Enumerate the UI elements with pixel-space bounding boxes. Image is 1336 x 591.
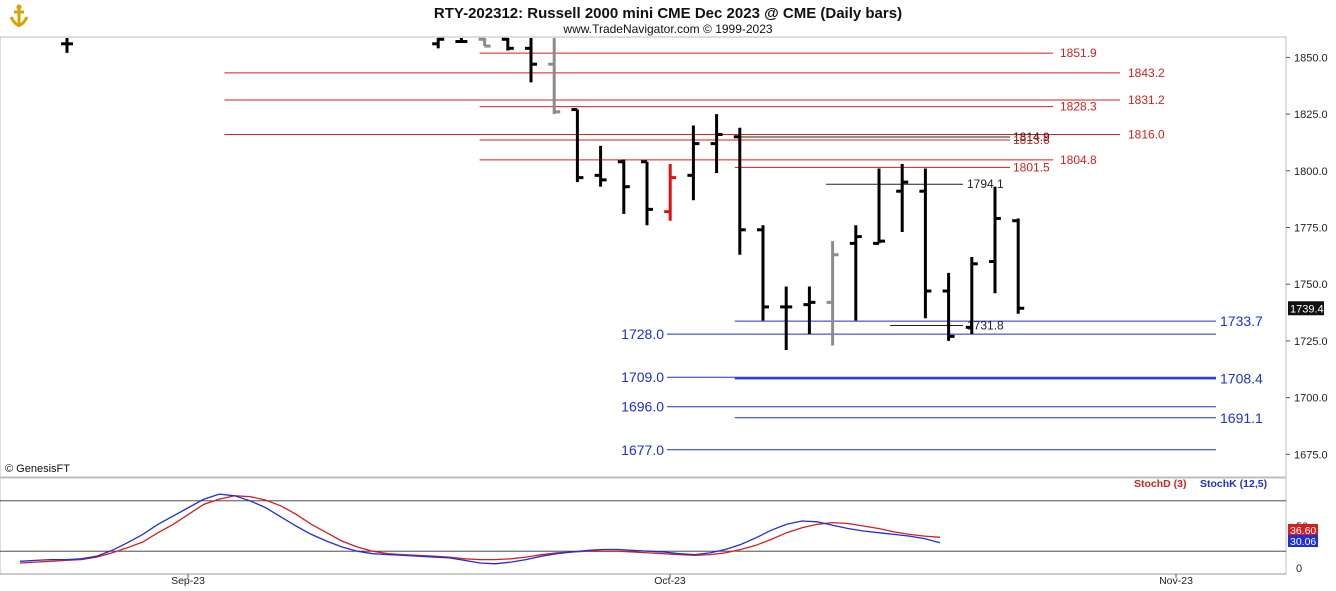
price-axis: 1675.0 1700.0 1725.0 1750.0 1775.0 1800.0 1825… — [1286, 52, 1328, 461]
price-bars — [61, 37, 1025, 350]
copyright-label: © GenesisFT — [5, 463, 70, 475]
price-tick-label: 1775.0 — [1294, 223, 1328, 235]
chart-title: RTY-202312: Russell 2000 mini CME Dec 20… — [434, 5, 902, 22]
level-label: 1677.0 — [621, 442, 664, 458]
level-label: 1728.0 — [621, 326, 664, 342]
stoch-last-badge — [1288, 535, 1318, 547]
level-label: 1801.5 — [1013, 160, 1050, 174]
stoch-last-label: 36.60 — [1290, 525, 1316, 537]
level-label: 1813.6 — [1013, 133, 1050, 147]
stoch-k-line — [19, 493, 941, 565]
stoch-legend-item: StochK (12,5) — [1200, 478, 1267, 490]
level-label: 1691.1 — [1220, 410, 1263, 426]
level-label: 1731.8 — [967, 318, 1004, 332]
stoch-tick-label: 0 — [1296, 563, 1302, 575]
price-tick-label: 1800.0 — [1294, 166, 1328, 178]
stoch-d-line — [19, 495, 941, 564]
stochastic-legend: StochD (3) StochK (12,5) — [1134, 478, 1267, 490]
time-axis: Sep-23 Oct-23 Nov-23 — [0, 573, 1286, 587]
level-label: 1828.3 — [1060, 100, 1097, 114]
price-tick-label: 1700.0 — [1294, 393, 1328, 405]
level-label: 1843.2 — [1128, 66, 1165, 80]
last-price-badge: 1739.4 — [1288, 301, 1324, 316]
stochastic-panel — [0, 477, 1287, 575]
level-label: 1708.4 — [1220, 371, 1263, 387]
logo-icon — [4, 3, 34, 33]
time-tick-label: Nov-23 — [1159, 575, 1193, 587]
stoch-last-badge — [1288, 524, 1318, 536]
stoch-legend-item: StochD (3) — [1134, 478, 1187, 490]
level-label: 1696.0 — [621, 399, 664, 415]
level-label: 1816.0 — [1128, 128, 1165, 142]
level-label: 1733.7 — [1220, 313, 1263, 329]
level-lines: 1851.9 1843.2 1831.2 1828.3 1816.0 1814.91813… — [224, 46, 1263, 458]
header-background — [0, 0, 1336, 37]
last-price-label: 1739.4 — [1290, 303, 1324, 315]
price-panel — [0, 36, 1287, 478]
level-label: 1814.9 — [1013, 130, 1050, 144]
level-label: 1851.9 — [1060, 46, 1097, 60]
stoch-last-label: 30.06 — [1290, 536, 1316, 548]
time-tick-label: Oct-23 — [654, 575, 686, 587]
price-tick-label: 1675.0 — [1294, 449, 1328, 461]
price-tick-label: 1750.0 — [1294, 279, 1328, 291]
level-label: 1804.8 — [1060, 153, 1097, 167]
price-tick-label: 1725.0 — [1294, 336, 1328, 348]
price-tick-label: 1825.0 — [1294, 109, 1328, 121]
level-label: 1831.2 — [1128, 93, 1165, 107]
price-tick-label: 1850.0 — [1294, 52, 1328, 64]
level-label: 1794.1 — [967, 177, 1004, 191]
level-label: 1709.0 — [621, 369, 664, 385]
time-tick-label: Sep-23 — [171, 575, 205, 587]
chart-subtitle: www.TradeNavigator.com © 1999-2023 — [562, 22, 772, 36]
